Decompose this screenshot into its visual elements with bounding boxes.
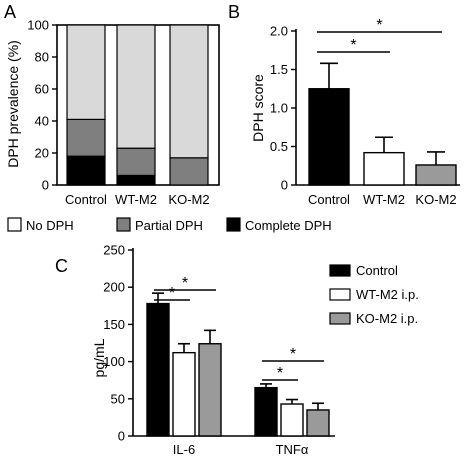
panel-c-significance-label: *	[277, 365, 283, 382]
legend-c-swatch	[329, 264, 351, 277]
panel-b-xtick-label: WT-M2	[363, 192, 405, 207]
panel-a-ytick-label: 20	[35, 146, 49, 161]
panel-a-bar-segment	[66, 155, 106, 186]
panel-c-bar	[306, 409, 330, 437]
panel-a-bar-segment	[66, 118, 106, 157]
panel-a-ytick-label: 40	[35, 114, 49, 129]
legend-c-label: WT-M2 i.p.	[356, 287, 419, 302]
panel-c-ytick-label: 250	[103, 243, 125, 258]
panel-a-ytick-label: 80	[35, 50, 49, 65]
panel-c-ytick-label: 50	[111, 391, 125, 406]
panel-c-ytick-label: 200	[103, 280, 125, 295]
panel-c-ytick-label: 150	[103, 317, 125, 332]
panel-b-significance-label: *	[350, 37, 356, 54]
panel-c-bar	[146, 302, 170, 437]
panel-label-c: C	[55, 256, 68, 276]
panel-a-ylabel: DPH prevalence (%)	[5, 40, 21, 168]
panel-c-xtick-label: TNFα	[276, 442, 309, 457]
panel-a-legend: No DPH Partial DPH Complete DPH	[7, 217, 332, 233]
panel-c-bar	[172, 351, 196, 437]
panel-c-significance-label: *	[290, 346, 296, 363]
panel-c-significance-label: *	[182, 275, 188, 292]
panel-c-bar	[280, 403, 304, 437]
panel-a-chart: 0 20 40 60 80 100 Control WT-M2 KO-M2	[27, 18, 220, 207]
panel-b-xtick-label: KO-M2	[415, 192, 456, 207]
legend-c-swatch	[329, 288, 351, 301]
legend-c-label: KO-M2 i.p.	[356, 311, 418, 326]
legend-a-swatch	[7, 217, 22, 232]
legend-c-label: Control	[356, 263, 398, 278]
panel-b-xtick-label: Control	[308, 192, 350, 207]
legend-a-label: Partial DPH	[135, 218, 203, 233]
panel-c-ylabel: pg/mL	[91, 338, 107, 377]
panel-c-chart: 0 50 100 150 200 250 IL-6 * * TNFα * *	[103, 243, 335, 457]
panel-c-legend: Control WT-M2 i.p. KO-M2 i.p.	[329, 263, 419, 326]
legend-a-label: No DPH	[26, 218, 74, 233]
panel-c-ytick-label: 100	[103, 354, 125, 369]
panel-b-ytick-label: 1.0	[270, 101, 288, 116]
panel-a-bar-segment	[116, 174, 156, 186]
legend-a-label: Complete DPH	[245, 218, 332, 233]
panel-b-ylabel: DPH score	[250, 74, 266, 142]
panel-a-ytick-label: 60	[35, 82, 49, 97]
panel-c-significance-label: *	[169, 285, 175, 302]
panel-a-ytick-label: 0	[42, 178, 49, 193]
legend-a-swatch	[116, 217, 131, 232]
panel-c-bar	[254, 386, 278, 437]
panel-a-bar-segment	[116, 147, 156, 176]
panel-b-ytick-label: 2.0	[270, 24, 288, 39]
panel-c-bar	[198, 343, 222, 437]
panel-a-xtick-label: KO-M2	[168, 192, 209, 207]
panel-b-ytick-label: 0	[281, 178, 288, 193]
panel-b-ytick-label: 1.5	[270, 62, 288, 77]
legend-c-swatch	[329, 312, 351, 325]
panel-label-a: A	[4, 2, 16, 22]
panel-label-b: B	[228, 2, 240, 22]
panel-b-ytick-label: 0.5	[270, 139, 288, 154]
panel-a-bar-segment	[66, 24, 106, 121]
panel-b-bar	[308, 88, 350, 186]
panel-b-significance-label: *	[376, 17, 382, 34]
panel-c-ytick-label: 0	[118, 429, 125, 444]
panel-a-xtick-label: WT-M2	[115, 192, 157, 207]
panel-a-bar-segment	[169, 24, 209, 159]
panel-a-ytick-label: 100	[27, 18, 49, 33]
panel-a-bar-segment	[169, 157, 209, 186]
panel-b-bar	[415, 164, 457, 186]
legend-a-swatch	[226, 217, 241, 232]
panel-a-xtick-label: Control	[65, 192, 107, 207]
panel-a-bar-segment	[116, 24, 156, 149]
panel-b-chart: 0 0.5 1.0 1.5 2.0 Control WT-M2 KO-M2 * *	[270, 17, 460, 207]
panel-c-xtick-label: IL-6	[173, 442, 195, 457]
panel-b-bar	[363, 151, 405, 186]
